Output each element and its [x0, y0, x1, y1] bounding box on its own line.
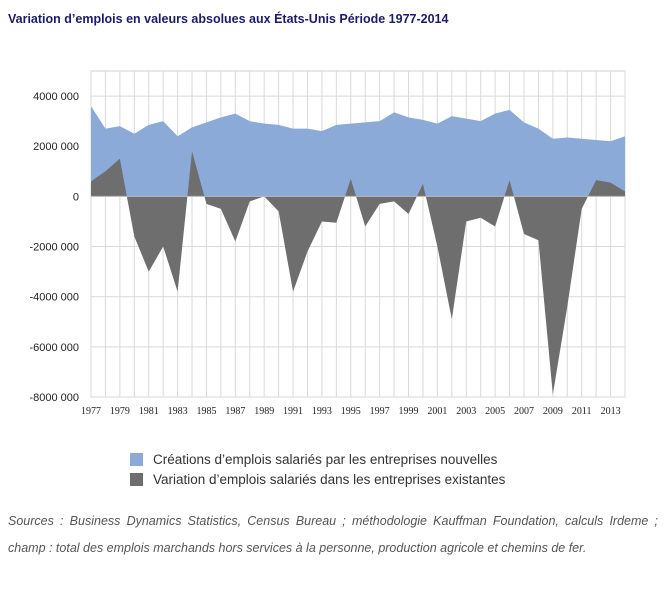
x-tick-label: 1989	[254, 406, 274, 417]
x-tick-label: 2005	[485, 406, 505, 417]
y-tick-label: -8000 000	[29, 392, 79, 404]
x-tick-label: 1985	[196, 406, 216, 417]
legend-item-new: Créations d’emplois salariés par les ent…	[130, 452, 497, 467]
x-tick-label: 2001	[427, 406, 447, 417]
x-tick-label: 1991	[283, 406, 303, 417]
x-tick-label: 2011	[572, 406, 592, 417]
source-note: Sources : Business Dynamics Statistics, …	[8, 514, 658, 555]
y-tick-label: -2000 000	[29, 242, 79, 254]
y-tick-label: 2000 000	[33, 141, 79, 153]
y-tick-label: 4000 000	[33, 91, 79, 103]
x-tick-label: 1987	[225, 406, 245, 417]
area-chart: 4000 000 2000 000 0 -2000 000 -4000 000 -6000…	[29, 70, 626, 417]
legend-swatch-existing	[130, 473, 143, 486]
x-tick-label: 1995	[341, 406, 361, 417]
legend-item-existing: Variation d’emplois salariés dans les en…	[130, 472, 505, 487]
x-tick-label: 2003	[456, 406, 476, 417]
legend-swatch-new	[130, 453, 143, 466]
legend-label-existing: Variation d’emplois salariés dans les en…	[153, 472, 506, 487]
x-tick-label: 1983	[168, 406, 188, 417]
x-tick-label: 1977	[81, 406, 101, 417]
x-tick-label: 1981	[139, 406, 159, 417]
y-tick-label: 0	[73, 191, 79, 203]
y-tick-label: -4000 000	[29, 292, 79, 304]
x-tick-label: 2013	[601, 406, 621, 417]
x-tick-label: 1993	[312, 406, 332, 417]
x-tick-label: 2009	[543, 406, 563, 417]
y-tick-label: -6000 000	[29, 342, 79, 354]
area-series-1	[91, 151, 625, 395]
legend-label-new: Créations d’emplois salariés par les ent…	[153, 452, 498, 467]
chart-title: Variation d’emplois en valeurs absolues …	[8, 12, 449, 26]
x-tick-label: 1999	[399, 406, 419, 417]
x-tick-label: 2007	[514, 406, 534, 417]
area-series-0	[91, 106, 625, 197]
x-tick-label: 1997	[370, 406, 390, 417]
x-tick-label: 1979	[110, 406, 130, 417]
